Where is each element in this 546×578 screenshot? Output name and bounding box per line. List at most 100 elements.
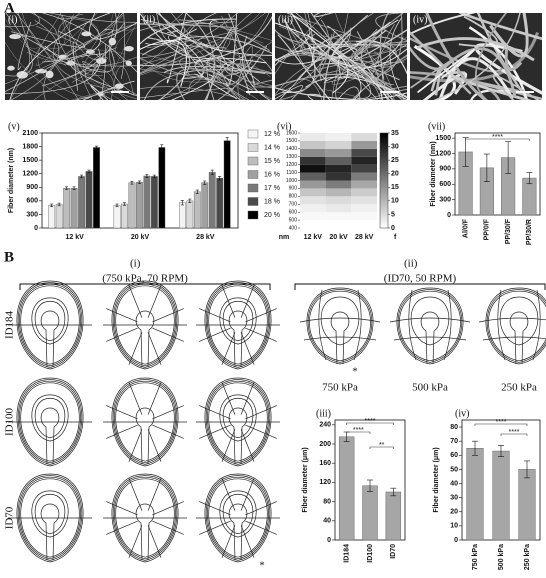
- arc: [393, 336, 467, 341]
- fiber: [410, 46, 455, 71]
- heat-cell: [351, 188, 377, 197]
- bar: [113, 205, 121, 229]
- spoke: [152, 308, 184, 323]
- y-tick-label: 400: [289, 225, 298, 231]
- heat-cell: [300, 164, 326, 173]
- fiber: [33, 69, 116, 100]
- fiber: [283, 18, 315, 68]
- spoke: [245, 405, 277, 420]
- ring: [307, 289, 373, 363]
- y-tick-label: 1600: [286, 130, 297, 136]
- colorbar-tick-label: 0: [391, 225, 395, 232]
- ring: [485, 287, 546, 365]
- stem: [40, 503, 60, 561]
- ring: [309, 290, 371, 362]
- spoke: [221, 525, 236, 558]
- ring: [205, 475, 271, 561]
- heat-cell: [351, 220, 377, 228]
- fiber: [225, 13, 238, 87]
- stem: [135, 503, 155, 561]
- y-axis-label: Fiber diameter (μm): [302, 447, 309, 512]
- fiber: [36, 25, 103, 66]
- heat-cell: [325, 212, 352, 221]
- y-tick-label: 900: [26, 184, 38, 191]
- ring: [16, 377, 84, 467]
- bead: [9, 34, 22, 40]
- y-tick-label: 600: [26, 198, 38, 205]
- fiber: [156, 13, 184, 42]
- heat-cell: [300, 212, 326, 221]
- fiber: [82, 80, 135, 100]
- bar: [93, 147, 100, 229]
- fiber: [5, 13, 40, 28]
- legend-swatch: [247, 183, 259, 193]
- fiber: [66, 49, 126, 100]
- legend-label: 14 %: [264, 144, 280, 151]
- panel-label: (ii): [404, 258, 418, 270]
- diagrams: [8, 280, 546, 563]
- fiber: [438, 57, 514, 100]
- ring: [19, 380, 81, 464]
- heat-cell: [300, 204, 326, 213]
- bar: [208, 172, 216, 229]
- fiber: [186, 35, 271, 77]
- spoke: [106, 327, 138, 342]
- error-bar: [57, 202, 61, 207]
- colorbar-label: f: [394, 234, 397, 241]
- fiber: [5, 18, 47, 49]
- fiber: [185, 13, 215, 100]
- colorbar-tick-label: 15: [391, 184, 399, 191]
- bar: [362, 485, 378, 541]
- bar: [55, 204, 63, 229]
- heat-cell: [325, 148, 352, 157]
- fiber: [242, 35, 271, 100]
- ring: [112, 282, 178, 368]
- bead: [108, 37, 117, 46]
- ring: [17, 475, 83, 561]
- spoke: [152, 405, 184, 420]
- image-label: (i): [8, 14, 17, 25]
- y-tick-label: 1200: [22, 171, 38, 178]
- y-tick-label: 240: [319, 422, 331, 429]
- stem: [509, 311, 529, 365]
- spoke: [147, 478, 162, 511]
- heat-cell: [325, 133, 352, 141]
- fiber: [371, 44, 398, 77]
- bar: [178, 202, 186, 229]
- heat-cell: [300, 133, 326, 141]
- y-tick-label: 900: [289, 186, 298, 192]
- x-tick-label: 28 kV: [196, 234, 215, 241]
- y-tick-label: 1400: [286, 146, 297, 152]
- bar: [78, 176, 85, 229]
- fiber: [163, 65, 272, 75]
- fiber: [360, 36, 391, 75]
- error-bar: [180, 200, 184, 206]
- heat-cell: [300, 196, 326, 205]
- fiber: [410, 13, 476, 36]
- ring: [208, 478, 268, 558]
- fiber: [9, 13, 111, 100]
- spoke: [147, 429, 162, 462]
- error-bar: [472, 440, 478, 456]
- spoke: [245, 501, 277, 516]
- fiber: [25, 45, 137, 67]
- fiber: [221, 15, 242, 85]
- error-bar: [225, 137, 229, 145]
- arc: [532, 289, 541, 361]
- fiber: [178, 19, 271, 51]
- y-tick-label: 1300: [286, 154, 297, 160]
- fiber: [278, 32, 335, 100]
- bead: [124, 46, 134, 52]
- legend-label: 20 %: [264, 212, 280, 219]
- legend-label: 15 %: [264, 158, 280, 165]
- ring: [204, 473, 272, 563]
- fiber: [140, 18, 237, 45]
- ring: [114, 380, 176, 464]
- spoke: [199, 308, 231, 323]
- sem-image: [140, 13, 272, 100]
- y-tick-label: 600: [289, 209, 298, 215]
- fiber: [15, 13, 80, 100]
- error-bar: [462, 137, 469, 167]
- fiber: [417, 49, 475, 94]
